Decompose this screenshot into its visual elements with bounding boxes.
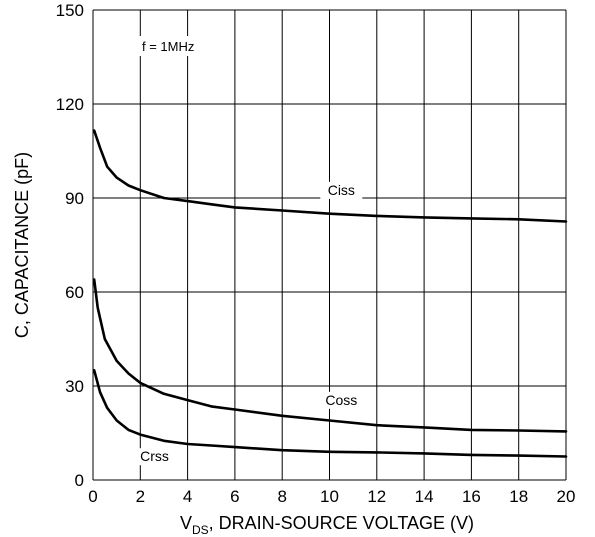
y-tick-label: 60 [65, 283, 84, 302]
series-line-coss [92, 278, 568, 433]
series-labels: Ciss Coss Crss [133, 181, 363, 466]
x-tick-label: 6 [230, 487, 239, 506]
series-label-bg [320, 181, 363, 199]
annotation-bg [133, 36, 209, 56]
x-tick-label: 0 [88, 487, 97, 506]
y-tick-label: 90 [65, 189, 84, 208]
series-line-crss [92, 369, 568, 458]
y-tick-label: 0 [75, 471, 84, 490]
tick-labels: 0 2 4 6 8 10 12 14 16 18 20 0 30 60 90 120 150 [56, 1, 576, 506]
series-label-bg [133, 448, 176, 466]
x-tick-label: 14 [415, 487, 434, 506]
x-axis-title: VDS, DRAIN-SOURCE VOLTAGE (V) [180, 513, 474, 537]
series-label-bg [320, 391, 363, 409]
x-tick-label: 16 [462, 487, 481, 506]
x-tick-label: 8 [277, 487, 286, 506]
y-tick-label: 30 [65, 377, 84, 396]
series-label-coss: Coss [325, 392, 357, 408]
x-tick-label: 4 [183, 487, 192, 506]
y-tick-label: 150 [56, 1, 84, 20]
grid [92, 9, 567, 481]
series-line-ciss [92, 129, 568, 223]
curves [92, 129, 568, 458]
y-tick-label: 120 [56, 95, 84, 114]
x-tick-label: 2 [136, 487, 145, 506]
series-label-crss: Crss [140, 448, 169, 464]
annotation-group: f = 1MHz [133, 36, 209, 56]
x-tick-label: 10 [320, 487, 339, 506]
x-tick-label: 20 [557, 487, 576, 506]
x-tick-label: 12 [367, 487, 386, 506]
y-axis-title: C, CAPACITANCE (pF) [12, 152, 32, 338]
x-tick-label: 18 [509, 487, 528, 506]
frequency-annotation: f = 1MHz [142, 39, 194, 54]
series-label-ciss: Ciss [328, 182, 355, 198]
